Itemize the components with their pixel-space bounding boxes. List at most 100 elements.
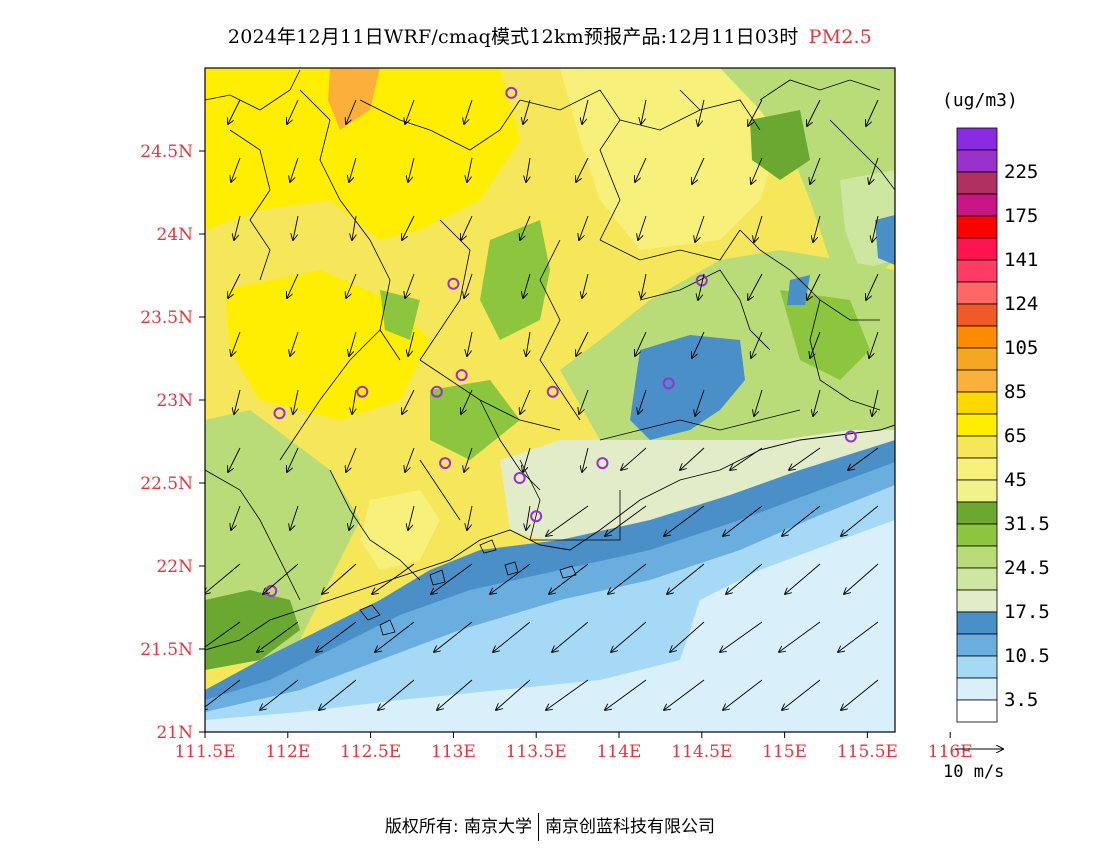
lon-tick-label: 116E <box>928 742 973 762</box>
wind-arrow <box>287 99 299 124</box>
lon-tick-label: 114E <box>597 742 642 762</box>
coastline <box>205 424 895 651</box>
wind-arrow <box>841 505 879 536</box>
wind-arrow <box>287 447 299 472</box>
field-high-nw <box>205 68 520 240</box>
wind-arrow <box>807 273 821 300</box>
wind-arrow <box>467 331 473 356</box>
wind-arrow <box>872 389 879 416</box>
colorbar-swatch <box>956 611 998 635</box>
wind-arrow <box>549 563 589 594</box>
copyright-footer: 版权所有: 南京大学 南京创蓝科技有限公司 <box>0 812 1100 841</box>
colorbar-swatch <box>956 127 998 151</box>
islands <box>359 539 577 636</box>
field-green-delta <box>430 380 520 460</box>
wind-vectors <box>205 99 879 710</box>
wind-arrow <box>349 505 357 530</box>
wind-arrow <box>464 99 473 124</box>
wind-arrow <box>352 389 356 414</box>
wind-arrow <box>316 621 357 652</box>
colorbar-label: 3.5 <box>1004 689 1038 711</box>
wind-arrow <box>290 331 299 356</box>
wind-arrow <box>231 331 241 356</box>
station-marker <box>844 430 857 443</box>
colorbar-swatch <box>956 193 998 217</box>
wind-arrow <box>841 679 879 710</box>
lon-tick-label: 113E <box>431 742 476 762</box>
station-marker <box>505 86 518 99</box>
wind-arrow <box>723 679 763 710</box>
map-title: 2024年12月11日WRF/cmaq模式12km预报产品:12月11日03时 P… <box>0 22 1100 49</box>
wind-arrow <box>526 505 530 530</box>
wind-arrow <box>641 273 647 298</box>
wind-arrow <box>372 563 415 594</box>
wind-arrow <box>490 563 531 594</box>
lat-tick-label: 24.5N <box>140 142 193 162</box>
reference-vector-label: 10 m/s <box>943 762 1005 782</box>
colorbar-label: 45 <box>1004 469 1027 491</box>
wind-arrow <box>352 215 356 240</box>
station-marker <box>596 457 609 470</box>
wind-arrow <box>866 273 879 300</box>
wind-arrow <box>234 389 241 414</box>
colorbar-swatch <box>956 523 998 547</box>
wind-arrow <box>754 215 763 242</box>
colorbar-swatch <box>956 325 998 349</box>
wind-arrow <box>405 273 415 298</box>
colorbar-label: 225 <box>1004 161 1038 183</box>
wind-arrow <box>205 621 241 652</box>
wind-arrow <box>546 679 589 710</box>
wind-arrow <box>319 679 357 710</box>
colorbar-swatch <box>956 347 998 371</box>
lat-tick-label: 23N <box>156 391 193 411</box>
field-green-center <box>480 220 550 340</box>
wind-arrow <box>782 505 821 536</box>
colorbar-swatch <box>956 259 998 283</box>
wind-arrow <box>346 273 357 298</box>
wind-arrow <box>322 563 357 594</box>
wind-arrow <box>257 621 299 652</box>
wind-arrow <box>810 331 821 358</box>
lon-tick-label: 113.5E <box>506 742 567 762</box>
lon-tick-label: 112.5E <box>340 742 401 762</box>
lat-tick-label: 21N <box>156 723 193 743</box>
field-blue-lake <box>787 275 810 305</box>
field-blue-ne <box>875 215 895 265</box>
wind-arrow <box>228 99 241 124</box>
colorbar-label: 124 <box>1004 293 1038 315</box>
admin-boundaries <box>205 69 895 601</box>
wind-arrow <box>552 621 589 652</box>
wind-arrow <box>751 331 763 358</box>
wind-arrow <box>641 99 647 124</box>
station-marker <box>273 407 286 420</box>
wind-arrow <box>431 563 473 594</box>
title-pollutant: PM2.5 <box>808 26 873 48</box>
wind-arrow <box>785 563 821 594</box>
colorbar-swatch <box>956 281 998 305</box>
lon-tick-label: 115E <box>762 742 807 762</box>
wind-arrow <box>260 679 299 710</box>
colorbar-swatch <box>956 413 998 437</box>
wind-arrow <box>402 215 415 240</box>
colorbar-swatch <box>956 567 998 591</box>
field-mid-green-east <box>780 290 870 380</box>
wind-arrow <box>496 679 531 710</box>
wind-arrow <box>667 563 705 594</box>
lon-tick-label: 111.5E <box>174 742 235 762</box>
colorbar-swatch <box>956 369 998 393</box>
wind-arrow <box>405 99 415 124</box>
lat-tick-label: 22N <box>156 557 193 577</box>
wind-arrow <box>349 157 357 182</box>
wind-arrow <box>605 679 647 710</box>
colorbar-swatch <box>956 237 998 261</box>
wind-arrow <box>293 389 299 414</box>
station-marker <box>530 510 543 523</box>
wind-arrow <box>408 505 415 530</box>
wind-arrow <box>807 99 821 126</box>
colorbar-swatch <box>956 699 998 723</box>
wind-arrow <box>408 331 415 356</box>
monitoring-stations <box>265 86 857 597</box>
wind-arrow <box>664 679 705 710</box>
station-marker <box>662 377 675 390</box>
wind-arrow <box>526 331 530 356</box>
